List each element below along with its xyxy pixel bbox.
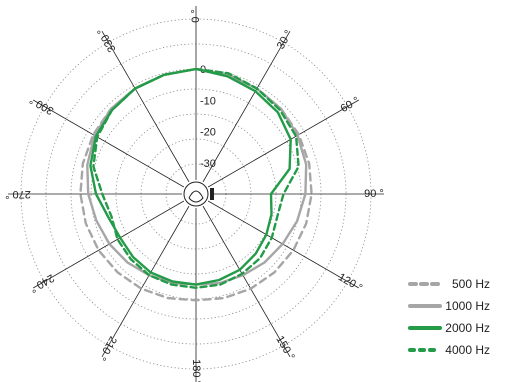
spoke-150 — [202, 205, 291, 358]
series-line-2000-hz — [89, 67, 292, 286]
angle-label-120: 120 ° — [336, 271, 364, 294]
mic-head-detail — [188, 190, 204, 203]
spoke-330 — [101, 30, 190, 183]
legend-label-3: 4000 Hz — [445, 343, 490, 357]
legend: 500 Hz 1000 Hz 2000 Hz 4000 Hz — [408, 277, 490, 357]
series-line-4000-hz — [92, 67, 300, 289]
angle-label-210: 210 ° — [95, 334, 118, 362]
mic-capsule — [210, 188, 214, 200]
radial-tick-label: -30 — [200, 158, 216, 170]
spoke-210 — [101, 205, 190, 358]
spoke-60 — [207, 99, 360, 188]
microphone-icon — [183, 181, 214, 207]
angle-label-180: 180 ° — [190, 359, 202, 382]
angle-label-300: 300 ° — [28, 93, 56, 116]
radial-tick-label: -20 — [200, 127, 216, 139]
legend-label-0: 500 Hz — [452, 277, 490, 291]
angle-label-330: 330 ° — [95, 26, 118, 54]
angle-label-270: 270 ° — [5, 188, 31, 200]
angle-label-90: 90 ° — [364, 188, 384, 200]
pattern-curves — [79, 67, 313, 302]
series-line-500-hz — [79, 67, 313, 302]
spoke-30 — [202, 30, 291, 183]
legend-label-2: 2000 Hz — [445, 321, 490, 335]
radial-tick-label: -10 — [200, 95, 216, 107]
mic-head-outline — [183, 181, 209, 207]
angle-label-150: 150 ° — [273, 334, 296, 362]
legend-label-1: 1000 Hz — [445, 299, 490, 313]
angle-label-0: 0 ° — [190, 9, 202, 23]
spoke-300 — [32, 99, 185, 188]
angle-label-240: 240 ° — [28, 271, 56, 294]
